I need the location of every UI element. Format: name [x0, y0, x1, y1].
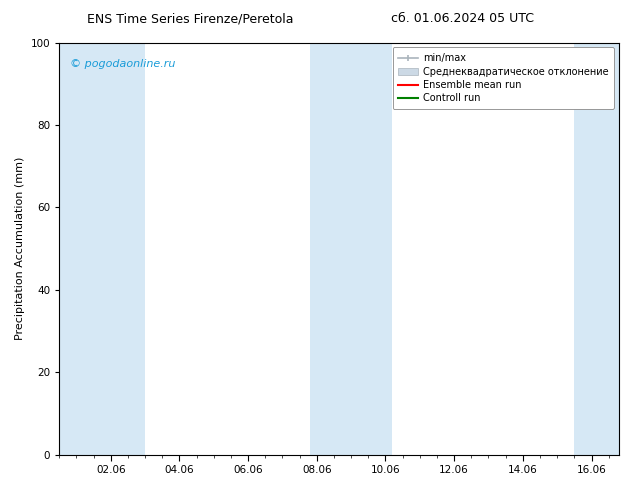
Bar	[310, 43, 392, 455]
Bar	[59, 43, 145, 455]
Bar	[574, 43, 619, 455]
Text: ENS Time Series Firenze/Peretola: ENS Time Series Firenze/Peretola	[87, 12, 294, 25]
Text: сб. 01.06.2024 05 UTC: сб. 01.06.2024 05 UTC	[391, 12, 534, 25]
Y-axis label: Precipitation Accumulation (mm): Precipitation Accumulation (mm)	[15, 157, 25, 340]
Legend: min/max, Среднеквадратическое отклонение, Ensemble mean run, Controll run: min/max, Среднеквадратическое отклонение…	[392, 48, 614, 109]
Text: © pogodaonline.ru: © pogodaonline.ru	[70, 59, 176, 69]
